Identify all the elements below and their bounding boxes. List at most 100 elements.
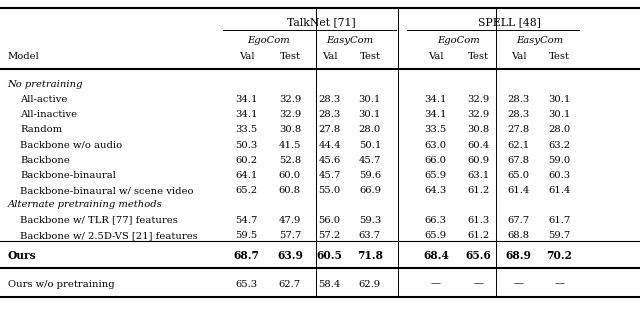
Text: No pretraining: No pretraining	[8, 80, 83, 89]
Text: Backbone w/o audio: Backbone w/o audio	[20, 141, 123, 150]
Text: Test: Test	[360, 52, 380, 61]
Text: 70.2: 70.2	[547, 250, 572, 261]
Text: 66.0: 66.0	[425, 156, 447, 165]
Text: 55.0: 55.0	[319, 186, 340, 195]
Text: 44.4: 44.4	[318, 141, 341, 150]
Text: 47.9: 47.9	[279, 215, 301, 224]
Text: 64.1: 64.1	[236, 171, 257, 180]
Text: 34.1: 34.1	[424, 95, 447, 104]
Text: 62.7: 62.7	[279, 280, 301, 289]
Text: 65.9: 65.9	[425, 231, 447, 240]
Text: 50.3: 50.3	[236, 141, 257, 150]
Text: 28.3: 28.3	[508, 110, 529, 119]
Text: 68.7: 68.7	[234, 250, 259, 261]
Text: 61.4: 61.4	[508, 186, 529, 195]
Text: 41.5: 41.5	[278, 141, 301, 150]
Text: 52.8: 52.8	[279, 156, 301, 165]
Text: 33.5: 33.5	[236, 126, 257, 135]
Text: 60.2: 60.2	[236, 156, 257, 165]
Text: 54.7: 54.7	[236, 215, 257, 224]
Text: Backbone-binaural w/ scene video: Backbone-binaural w/ scene video	[20, 186, 194, 195]
Text: 28.0: 28.0	[548, 126, 570, 135]
Text: 59.7: 59.7	[548, 231, 570, 240]
Text: EgoCom: EgoCom	[248, 36, 290, 45]
Text: 59.6: 59.6	[359, 171, 381, 180]
Text: 34.1: 34.1	[235, 95, 258, 104]
Text: 30.8: 30.8	[279, 126, 301, 135]
Text: Backbone: Backbone	[20, 156, 70, 165]
Text: 71.8: 71.8	[357, 250, 383, 261]
Text: 65.9: 65.9	[425, 171, 447, 180]
Text: 61.7: 61.7	[548, 215, 570, 224]
Text: 63.2: 63.2	[548, 141, 570, 150]
Text: 28.3: 28.3	[319, 95, 340, 104]
Text: Backbone w/ TLR [77] features: Backbone w/ TLR [77] features	[20, 215, 178, 224]
Text: Val: Val	[511, 52, 526, 61]
Text: 56.0: 56.0	[319, 215, 340, 224]
Text: 63.7: 63.7	[359, 231, 381, 240]
Text: 65.0: 65.0	[508, 171, 529, 180]
Text: 65.6: 65.6	[466, 250, 492, 261]
Text: SPELL [48]: SPELL [48]	[478, 17, 541, 27]
Text: 45.7: 45.7	[359, 156, 381, 165]
Text: —: —	[554, 280, 564, 289]
Text: Val: Val	[322, 52, 337, 61]
Text: 30.1: 30.1	[548, 95, 570, 104]
Text: 60.5: 60.5	[317, 250, 342, 261]
Text: 61.2: 61.2	[468, 186, 490, 195]
Text: 68.4: 68.4	[423, 250, 449, 261]
Text: 63.0: 63.0	[425, 141, 447, 150]
Text: 66.3: 66.3	[425, 215, 447, 224]
Text: Backbone w/ 2.5D-VS [21] features: Backbone w/ 2.5D-VS [21] features	[20, 231, 198, 240]
Text: 60.4: 60.4	[468, 141, 490, 150]
Text: 60.8: 60.8	[279, 186, 301, 195]
Text: 27.8: 27.8	[319, 126, 340, 135]
Text: —: —	[431, 280, 441, 289]
Text: 28.3: 28.3	[508, 95, 529, 104]
Text: 32.9: 32.9	[468, 95, 490, 104]
Text: 65.2: 65.2	[236, 186, 257, 195]
Text: 50.1: 50.1	[359, 141, 381, 150]
Text: Random: Random	[20, 126, 63, 135]
Text: 63.1: 63.1	[468, 171, 490, 180]
Text: 32.9: 32.9	[468, 110, 490, 119]
Text: 61.2: 61.2	[468, 231, 490, 240]
Text: 68.8: 68.8	[508, 231, 529, 240]
Text: 28.3: 28.3	[319, 110, 340, 119]
Text: 60.3: 60.3	[548, 171, 570, 180]
Text: 34.1: 34.1	[424, 110, 447, 119]
Text: 33.5: 33.5	[425, 126, 447, 135]
Text: 27.8: 27.8	[508, 126, 529, 135]
Text: 62.1: 62.1	[508, 141, 529, 150]
Text: Model: Model	[8, 52, 40, 61]
Text: 64.3: 64.3	[425, 186, 447, 195]
Text: 34.1: 34.1	[235, 110, 258, 119]
Text: Backbone-binaural: Backbone-binaural	[20, 171, 116, 180]
Text: Test: Test	[549, 52, 570, 61]
Text: TalkNet [71]: TalkNet [71]	[287, 17, 356, 27]
Text: 62.9: 62.9	[359, 280, 381, 289]
Text: 67.7: 67.7	[508, 215, 529, 224]
Text: 61.4: 61.4	[548, 186, 570, 195]
Text: 66.9: 66.9	[359, 186, 381, 195]
Text: —: —	[474, 280, 484, 289]
Text: Ours w/o pretraining: Ours w/o pretraining	[8, 280, 115, 289]
Text: EgoCom: EgoCom	[437, 36, 479, 45]
Text: Test: Test	[468, 52, 489, 61]
Text: 57.7: 57.7	[279, 231, 301, 240]
Text: 67.8: 67.8	[508, 156, 529, 165]
Text: 32.9: 32.9	[279, 110, 301, 119]
Text: EasyCom: EasyCom	[326, 36, 374, 45]
Text: 61.3: 61.3	[468, 215, 490, 224]
Text: 30.8: 30.8	[468, 126, 490, 135]
Text: EasyCom: EasyCom	[516, 36, 563, 45]
Text: Test: Test	[280, 52, 300, 61]
Text: 30.1: 30.1	[548, 110, 570, 119]
Text: Ours: Ours	[8, 250, 36, 261]
Text: 65.3: 65.3	[236, 280, 257, 289]
Text: All-inactive: All-inactive	[20, 110, 77, 119]
Text: 59.3: 59.3	[359, 215, 381, 224]
Text: 45.6: 45.6	[319, 156, 340, 165]
Text: 30.1: 30.1	[359, 95, 381, 104]
Text: 63.9: 63.9	[277, 250, 303, 261]
